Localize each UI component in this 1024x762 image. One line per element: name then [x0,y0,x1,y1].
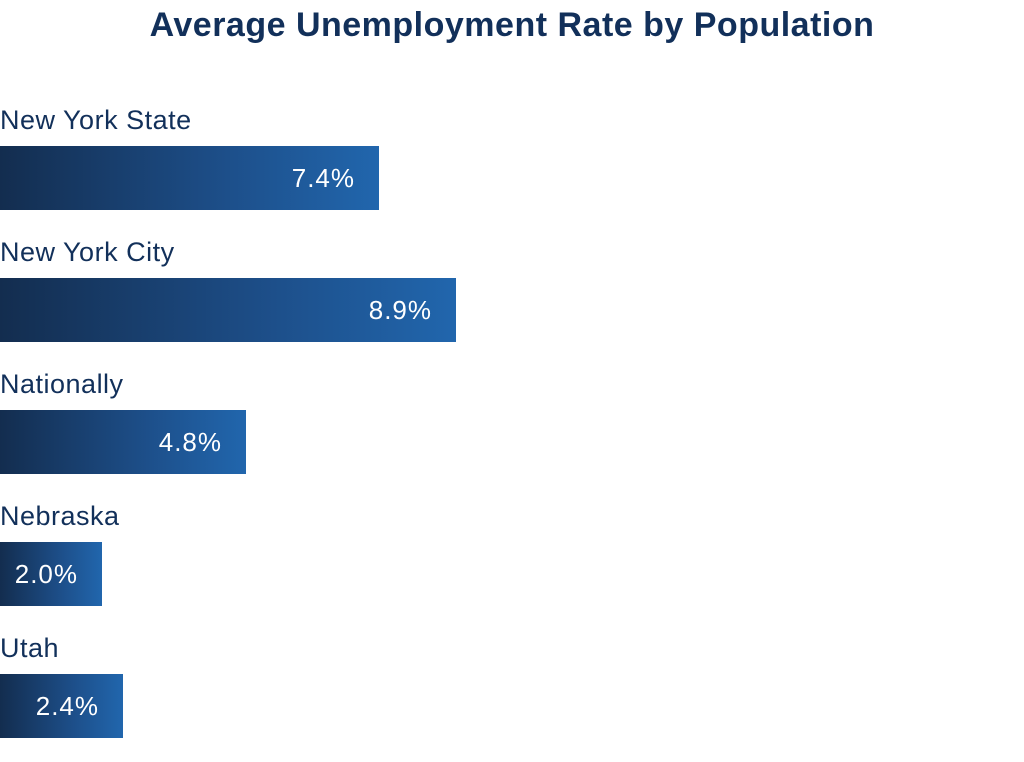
bar-row: New York City 8.9% [0,234,1024,366]
bar: 2.0% [0,542,102,606]
bar-category-label: Utah [0,633,60,663]
bar: 4.8% [0,410,246,474]
bar-value-label: 2.4% [35,691,99,721]
bar-row: New York State 7.4% [0,102,1024,234]
bar-category-label: Nationally [0,369,124,399]
bar-category-label: New York State [0,105,192,135]
bar-row: Nationally 4.8% [0,366,1024,498]
bar: 7.4% [0,146,379,210]
bar: 8.9% [0,278,456,342]
bar-row: Utah 2.4% [0,630,1024,762]
bar-value-label: 2.0% [14,559,78,589]
bar-value-label: 7.4% [291,163,355,193]
bar-category-label: New York City [0,237,175,267]
bar-value-label: 8.9% [368,295,432,325]
bar-row: Nebraska 2.0% [0,498,1024,630]
chart-title: Average Unemployment Rate by Population [149,6,875,44]
bar: 2.4% [0,674,123,738]
bar-category-label: Nebraska [0,501,120,531]
bar-value-label: 4.8% [158,427,222,457]
